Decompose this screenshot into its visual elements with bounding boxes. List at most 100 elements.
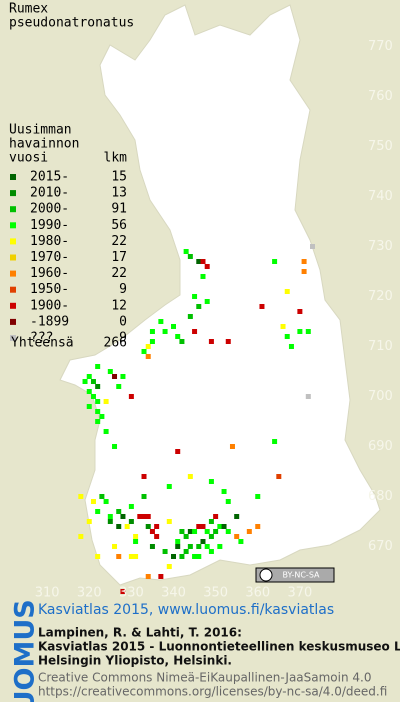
occurrence-square <box>246 529 252 534</box>
occurrence-square <box>107 369 113 374</box>
occurrence-square <box>183 549 189 554</box>
legend-swatch <box>10 190 16 197</box>
x-tick-label: 360 <box>245 586 270 601</box>
legend-total-count: 266 <box>104 336 127 351</box>
occurrence-square <box>301 259 307 264</box>
license-text: https://creativecommons.org/licenses/by-… <box>38 685 387 699</box>
occurrence-square <box>141 349 147 354</box>
y-tick-label: 670 <box>368 539 393 554</box>
occurrence-square <box>95 364 101 369</box>
occurrence-square <box>255 524 261 529</box>
cc-icon <box>259 568 273 582</box>
occurrence-square <box>112 544 118 549</box>
legend-count-header: lkm <box>104 151 128 166</box>
occurrence-square <box>221 489 227 494</box>
occurrence-square <box>90 499 96 504</box>
occurrence-square <box>204 299 210 304</box>
occurrence-square <box>116 384 122 389</box>
occurrence-square <box>280 324 286 329</box>
occurrence-square <box>255 494 261 499</box>
occurrence-square <box>128 504 134 509</box>
legend-swatch <box>10 254 16 261</box>
occurrence-square <box>116 554 122 559</box>
occurrence-square <box>204 264 210 269</box>
occurrence-square <box>187 254 193 259</box>
legend-label: 1980- <box>30 234 69 249</box>
occurrence-square <box>238 539 244 544</box>
legend-label: 2000- <box>30 202 69 217</box>
occurrence-square <box>133 554 139 559</box>
citation: Lampinen, R. & Lahti, T. 2016: <box>38 626 242 640</box>
occurrence-square <box>208 534 214 539</box>
occurrence-square <box>86 404 92 409</box>
occurrence-square <box>103 429 109 434</box>
legend-heading: Uusimman <box>9 123 72 138</box>
logo: LUOMUS <box>10 599 41 702</box>
occurrence-square <box>158 574 164 579</box>
occurrence-square <box>305 329 311 334</box>
occurrence-square <box>284 289 290 294</box>
occurrence-square <box>192 329 198 334</box>
occurrence-square <box>204 544 210 549</box>
occurrence-square <box>166 564 172 569</box>
link[interactable]: Kasviatlas 2015, www.luomus.fi/kasviatla… <box>38 602 334 618</box>
title: pseudonatronatus <box>9 16 134 31</box>
legend-count: 17 <box>111 250 127 265</box>
occurrence-square <box>145 524 151 529</box>
legend-count: 13 <box>111 186 127 201</box>
y-tick-label: 750 <box>368 139 393 154</box>
occurrence-square <box>116 524 122 529</box>
y-tick-label: 760 <box>368 89 393 104</box>
legend-label: 1950- <box>30 282 69 297</box>
occurrence-square <box>175 334 181 339</box>
occurrence-square <box>175 544 181 549</box>
occurrence-square <box>200 539 206 544</box>
occurrence-square <box>196 524 202 529</box>
legend-swatch <box>10 222 16 229</box>
occurrence-square <box>145 514 151 519</box>
occurrence-square <box>149 329 155 334</box>
occurrence-square <box>171 554 176 559</box>
occurrence-square <box>204 529 210 534</box>
y-tick-label: 690 <box>368 439 393 454</box>
occurrence-square <box>86 389 92 394</box>
occurrence-square <box>103 399 109 404</box>
occurrence-square <box>175 449 181 454</box>
occurrence-square <box>196 544 202 549</box>
y-tick-label: 680 <box>368 489 393 504</box>
legend-swatch <box>10 286 16 293</box>
occurrence-square <box>192 554 198 559</box>
occurrence-square <box>128 394 134 399</box>
occurrence-square <box>95 419 101 424</box>
occurrence-square <box>141 514 147 519</box>
legend-total-label: Yhteensä <box>11 336 74 351</box>
occurrence-square <box>196 259 202 264</box>
occurrence-square <box>225 339 231 344</box>
x-tick-label: 330 <box>119 586 144 601</box>
occurrence-square <box>301 269 307 274</box>
occurrence-square <box>187 544 193 549</box>
occurrence-square <box>154 534 160 539</box>
occurrence-square <box>95 509 101 514</box>
x-tick-label: 350 <box>203 586 228 601</box>
occurrence-square <box>162 549 168 554</box>
occurrence-square <box>95 409 101 414</box>
occurrence-square <box>120 374 126 379</box>
occurrence-square <box>120 514 126 519</box>
citation: Helsingin Yliopisto, Helsinki. <box>38 654 232 668</box>
occurrence-square <box>99 414 105 419</box>
legend-swatch <box>10 238 16 245</box>
occurrence-square <box>107 519 113 524</box>
occurrence-square <box>95 399 101 404</box>
finland-outline <box>59 4 381 586</box>
legend-count: 0 <box>119 314 127 329</box>
occurrence-square <box>213 529 219 534</box>
occurrence-square <box>78 494 84 499</box>
y-tick-label: 720 <box>368 289 393 304</box>
occurrence-square <box>78 534 84 539</box>
occurrence-square <box>200 274 206 279</box>
occurrence-square <box>95 384 101 389</box>
occurrence-square <box>297 329 303 334</box>
occurrence-square <box>133 534 139 539</box>
occurrence-square <box>272 259 278 264</box>
